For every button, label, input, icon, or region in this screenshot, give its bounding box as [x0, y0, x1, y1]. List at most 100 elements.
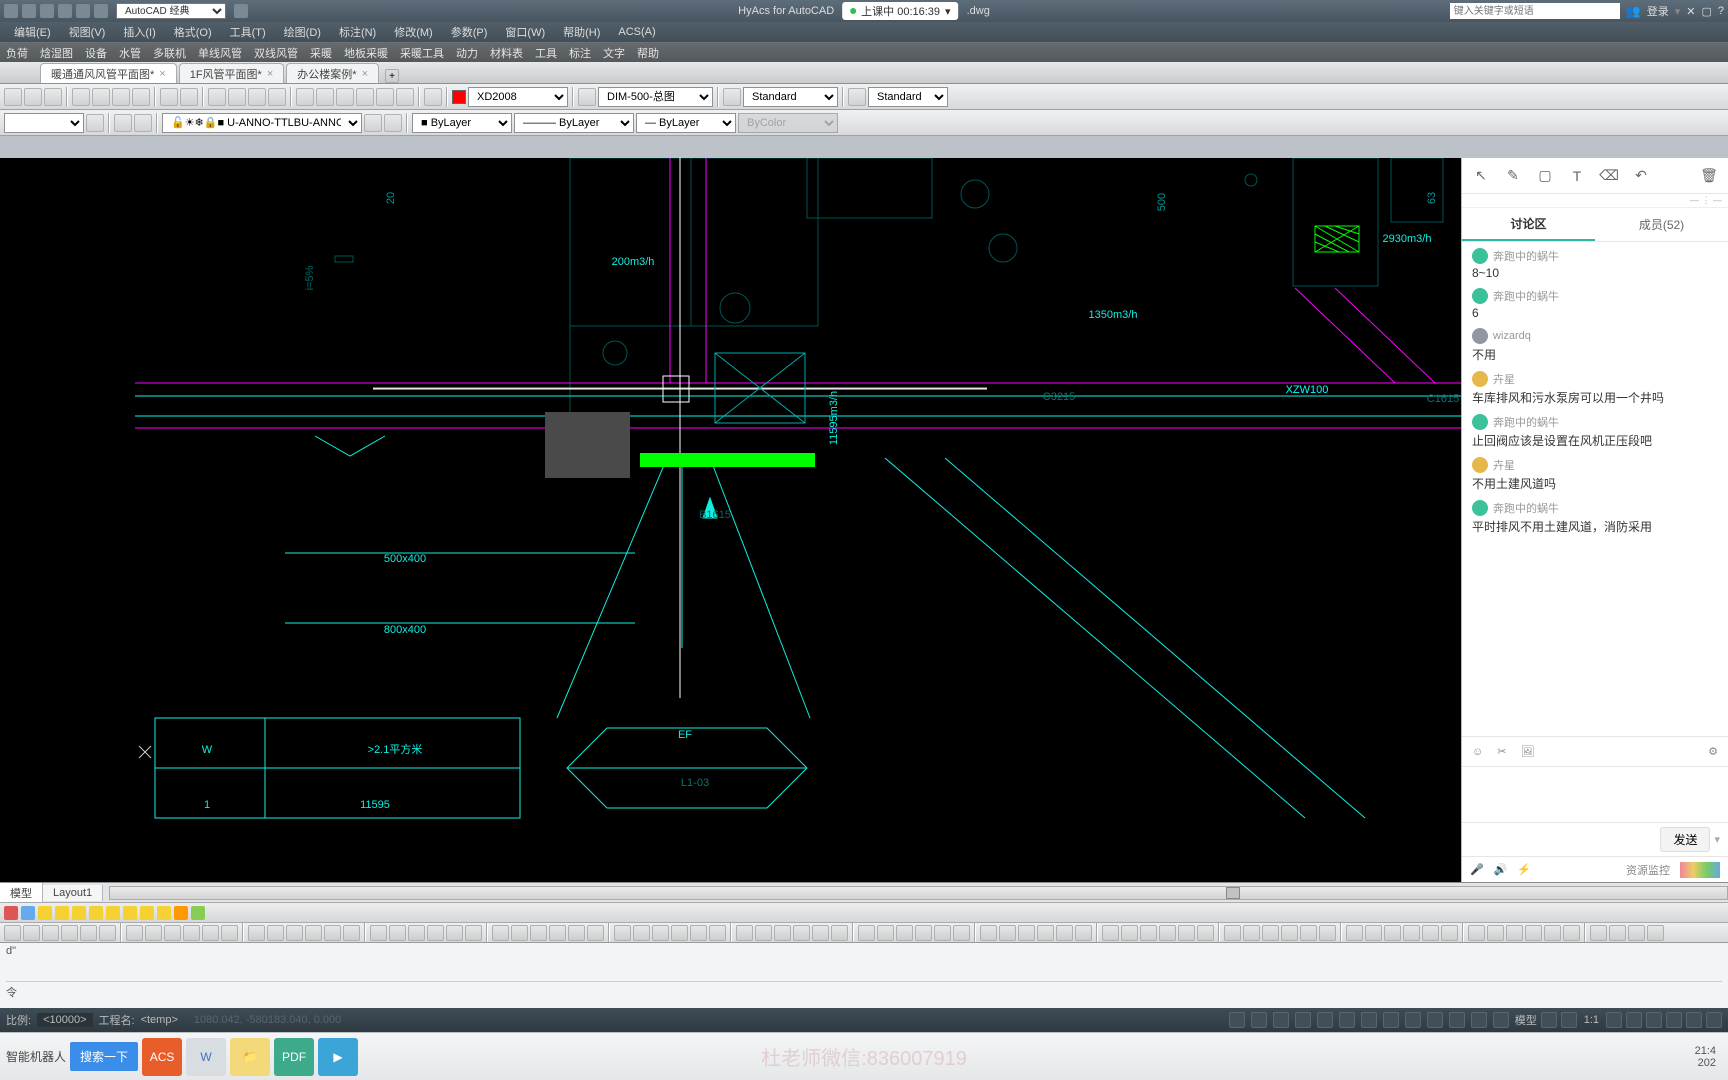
- paste-icon[interactable]: [112, 88, 130, 106]
- grid2-icon[interactable]: [1541, 1012, 1557, 1028]
- tool-icon-68[interactable]: [1384, 925, 1401, 941]
- tool-icon-40[interactable]: [812, 925, 829, 941]
- tool-icon-25[interactable]: [511, 925, 528, 941]
- close-tab-icon[interactable]: ×: [159, 68, 165, 80]
- zoom-window-icon[interactable]: [248, 88, 266, 106]
- lock-icon[interactable]: [1646, 1012, 1662, 1028]
- isolate-icon[interactable]: [1686, 1012, 1702, 1028]
- tool-icon-11[interactable]: [221, 925, 238, 941]
- layer-mgr-icon[interactable]: [384, 114, 402, 132]
- help-icon[interactable]: [424, 88, 442, 106]
- submenu-水管[interactable]: 水管: [119, 45, 141, 61]
- submenu-标注[interactable]: 标注: [569, 45, 591, 61]
- tool-icon-15[interactable]: [305, 925, 322, 941]
- text-icon[interactable]: T: [1568, 167, 1586, 185]
- mlstyle-icon[interactable]: [848, 88, 866, 106]
- tool-icon-4[interactable]: [80, 925, 97, 941]
- tool-icon-51[interactable]: [1037, 925, 1054, 941]
- menu-ACS(A)[interactable]: ACS(A): [610, 24, 663, 40]
- menu-视图(V)[interactable]: 视图(V): [61, 22, 114, 42]
- qat-more-icon[interactable]: [234, 4, 248, 18]
- layer-on-icon[interactable]: [38, 906, 52, 920]
- tool-icon-50[interactable]: [1018, 925, 1035, 941]
- layer-on-icon[interactable]: [106, 906, 120, 920]
- tool-icon-21[interactable]: [427, 925, 444, 941]
- recording-badge[interactable]: 上课中 00:16:39 ▾: [842, 2, 958, 20]
- gear-icon[interactable]: ⚙: [1708, 745, 1718, 758]
- tool-icon-47[interactable]: [953, 925, 970, 941]
- hardware-icon[interactable]: [1666, 1012, 1682, 1028]
- layout-tab-model[interactable]: 模型: [0, 883, 43, 903]
- tool-icon-78[interactable]: [1590, 925, 1607, 941]
- new-icon[interactable]: [4, 4, 18, 18]
- submenu-文字[interactable]: 文字: [603, 45, 625, 61]
- submenu-设备[interactable]: 设备: [85, 45, 107, 61]
- mic-icon[interactable]: 🎤: [1470, 863, 1484, 876]
- tool-icon-37[interactable]: [755, 925, 772, 941]
- submenu-工具[interactable]: 工具: [535, 45, 557, 61]
- workspace-dropdown[interactable]: AutoCAD 经典: [116, 3, 226, 19]
- taskbar-player-icon[interactable]: ▶: [318, 1038, 358, 1076]
- tool-icon-16[interactable]: [324, 925, 341, 941]
- sheet-set-icon[interactable]: [356, 88, 374, 106]
- tool-icon-66[interactable]: [1346, 925, 1363, 941]
- tool-icon-17[interactable]: [343, 925, 360, 941]
- emoji-icon[interactable]: ☺: [1472, 746, 1483, 758]
- annoscale-icon[interactable]: [1561, 1012, 1577, 1028]
- eraser-icon[interactable]: ⌫: [1600, 167, 1618, 185]
- trash-icon[interactable]: 🗑: [1700, 167, 1718, 185]
- pan-icon[interactable]: [208, 88, 226, 106]
- ortho-icon[interactable]: [1273, 1012, 1289, 1028]
- layer-dropdown[interactable]: 🔓☀❄🔒■ U-ANNO-TTLBU-ANNO-TTLB: [162, 113, 362, 133]
- tool-icon-52[interactable]: [1056, 925, 1073, 941]
- tool-icon-7[interactable]: [145, 925, 162, 941]
- save-icon[interactable]: [40, 4, 54, 18]
- dyn-icon[interactable]: [1405, 1012, 1421, 1028]
- undo-icon[interactable]: [58, 4, 72, 18]
- menu-工具(T)[interactable]: 工具(T): [222, 22, 274, 42]
- tool-icon-42[interactable]: [858, 925, 875, 941]
- tool-icon-44[interactable]: [896, 925, 913, 941]
- send-button[interactable]: 发送: [1660, 827, 1710, 852]
- zoom-prev-icon[interactable]: [268, 88, 286, 106]
- command-line[interactable]: d" 令: [0, 942, 1728, 1008]
- layer-on-icon[interactable]: [123, 906, 137, 920]
- taskbar-search-button[interactable]: 搜索一下: [70, 1042, 138, 1071]
- tool-icon-0[interactable]: [4, 925, 21, 941]
- image-icon[interactable]: 🖼: [1520, 745, 1534, 758]
- tablestyle-icon[interactable]: [723, 88, 741, 106]
- tool-icon-9[interactable]: [183, 925, 200, 941]
- tool-icon-23[interactable]: [465, 925, 482, 941]
- submenu-采暖工具[interactable]: 采暖工具: [400, 45, 444, 61]
- osnap-icon[interactable]: [1317, 1012, 1333, 1028]
- layout-tab-layout1[interactable]: Layout1: [43, 885, 103, 901]
- tool-icon-77[interactable]: [1563, 925, 1580, 941]
- tpy-icon[interactable]: [1449, 1012, 1465, 1028]
- tool-icon-55[interactable]: [1121, 925, 1138, 941]
- workspace-icon[interactable]: [1626, 1012, 1642, 1028]
- layer-on-icon[interactable]: [89, 906, 103, 920]
- tool-icon-19[interactable]: [389, 925, 406, 941]
- undo-icon[interactable]: [160, 88, 178, 106]
- match-icon[interactable]: [132, 88, 150, 106]
- taskbar-clock[interactable]: 21:4202: [1695, 1045, 1722, 1069]
- document-tab[interactable]: 1F风管平面图*×: [179, 63, 285, 83]
- tool-icon-29[interactable]: [587, 925, 604, 941]
- tool-icon-2[interactable]: [42, 925, 59, 941]
- submenu-采暖[interactable]: 采暖: [310, 45, 332, 61]
- textstyle-dropdown[interactable]: XD2008: [468, 87, 568, 107]
- help-icon[interactable]: ?: [1718, 5, 1724, 17]
- tool-icon-60[interactable]: [1224, 925, 1241, 941]
- layer-on-icon[interactable]: [157, 906, 171, 920]
- tool-icon-12[interactable]: [248, 925, 265, 941]
- tool-icon-36[interactable]: [736, 925, 753, 941]
- document-tab[interactable]: 办公楼案例*×: [286, 63, 379, 83]
- tool-icon-73[interactable]: [1487, 925, 1504, 941]
- tablestyle-dropdown[interactable]: Standard: [743, 87, 838, 107]
- horizontal-scrollbar[interactable]: [109, 886, 1728, 900]
- tool-icon-31[interactable]: [633, 925, 650, 941]
- tool-palette-icon[interactable]: [336, 88, 354, 106]
- snap-icon[interactable]: [1229, 1012, 1245, 1028]
- project-value[interactable]: <temp>: [141, 1014, 178, 1026]
- send-options-icon[interactable]: ▾: [1714, 833, 1720, 846]
